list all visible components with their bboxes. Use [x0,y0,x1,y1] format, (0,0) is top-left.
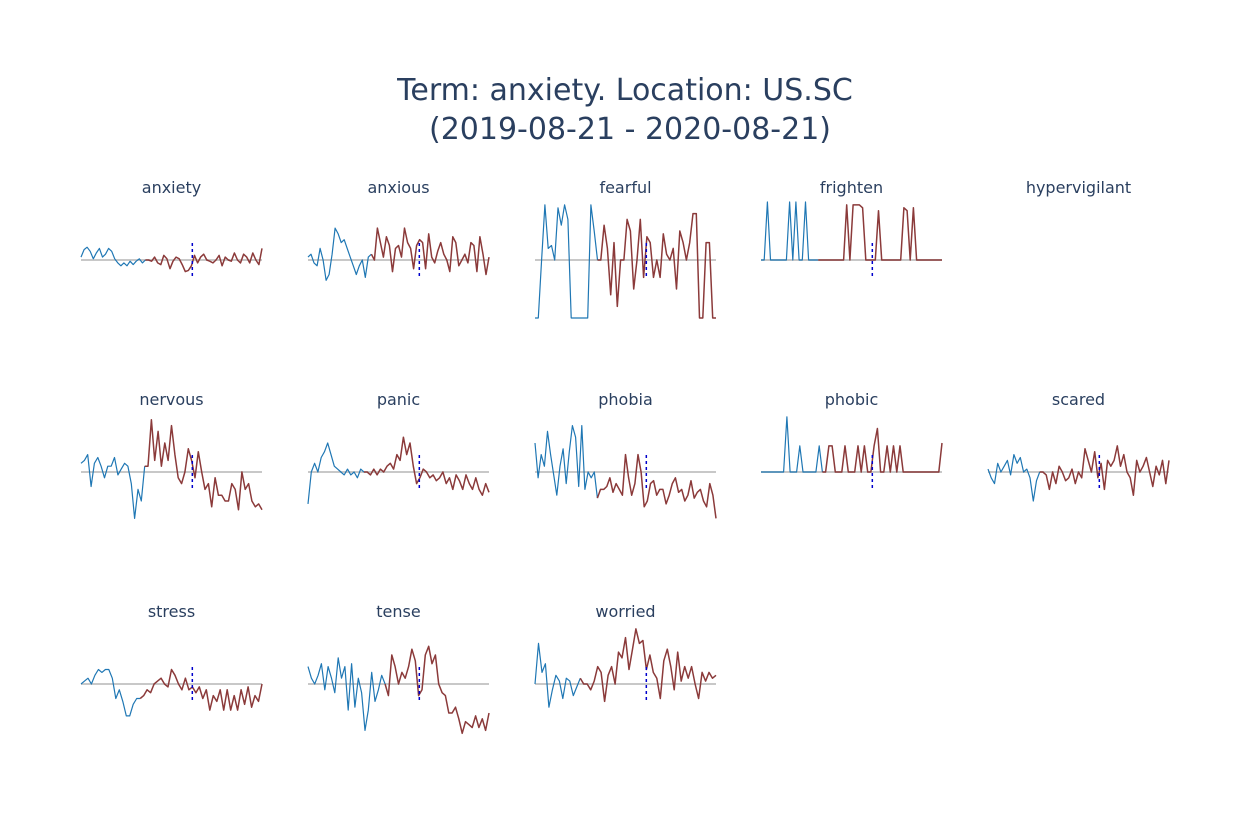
series-before-line [307,442,365,504]
panel-title: stress [148,602,195,621]
panel-anxious: anxious [307,178,490,281]
panel-stress: stress [80,602,263,717]
series-before-line [761,201,819,261]
series-after-line [596,453,717,519]
series-before-line [534,425,598,499]
panel-title: nervous [139,390,203,409]
panel-phobic: phobic [761,390,943,489]
panel-title: hypervigilant [1026,178,1131,197]
series-after-line [144,419,263,511]
series-after-line [145,248,263,273]
series-after-line [579,628,717,703]
series-before-line [987,454,1041,502]
panel-title: fearful [599,178,651,197]
series-after-line [597,212,716,319]
panel-title: scared [1052,390,1105,409]
panels-grid: anxiety anxious fearful frighten hypervigila… [80,178,1170,735]
series-after-line [370,227,490,276]
panel-title: tense [376,602,420,621]
panel-panic: panic [307,390,490,504]
panel-frighten: frighten [761,178,942,277]
panel-fearful: fearful [535,178,716,319]
panel-hypervigilant: hypervigilant [1026,178,1131,197]
panel-phobia: phobia [534,390,717,519]
panel-title: panic [377,390,420,409]
panel-title: worried [595,602,655,621]
series-after-line [1039,445,1170,496]
series-before-line [535,204,599,319]
series-before-line [80,246,146,267]
series-before-line [307,657,386,732]
series-before-line [80,668,141,717]
panel-title: phobia [598,390,653,409]
panel-tense: tense [307,602,490,735]
series-before-line [534,642,581,708]
panel-worried: worried [534,602,717,708]
series-before-line [307,227,372,281]
figure-subtitle: (2019-08-21 - 2020-08-21) [429,112,831,147]
panel-scared: scared [987,390,1170,502]
figure-title: Term: anxiety. Location: US.SC [396,73,853,108]
panel-title: anxiety [142,178,201,197]
panel-title: anxious [367,178,429,197]
panel-title: phobic [825,390,878,409]
panel-nervous: nervous [80,390,263,520]
series-after-line [384,645,490,735]
panel-anxiety: anxiety [80,178,263,277]
series-after-line [363,436,490,496]
series-before-line [761,416,823,473]
series-before-line [80,454,146,520]
series-after-line [822,427,943,473]
panel-title: frighten [820,178,883,197]
series-after-line [818,204,942,261]
series-after-line [139,668,263,711]
